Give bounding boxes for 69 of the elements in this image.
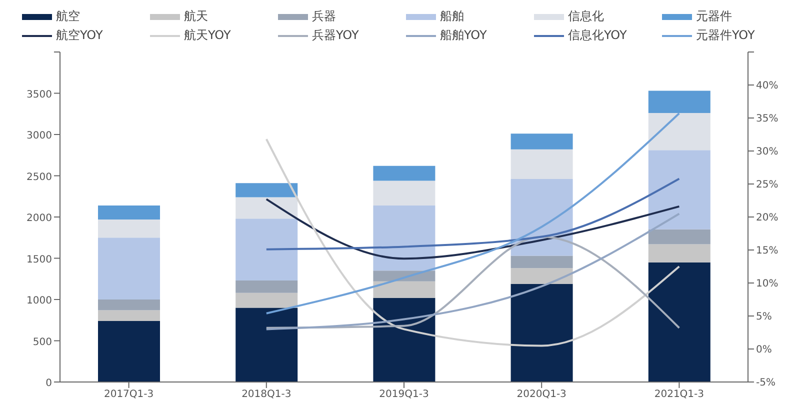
y2-tick-label: 40% (756, 80, 778, 92)
y2-tick-label: 30% (756, 146, 778, 158)
legend-label: 元器件 (696, 8, 732, 25)
bar (373, 180, 436, 206)
bar (236, 218, 298, 281)
legend-label: 航空 (56, 8, 80, 25)
y2-tick-label: 35% (756, 114, 778, 125)
bar (510, 134, 573, 150)
bar (648, 244, 710, 262)
x-tick-label: 2019Q1-3 (379, 389, 429, 400)
bar (510, 149, 573, 180)
y2-tick-label: 15% (756, 246, 778, 257)
bar (648, 113, 710, 150)
bar (373, 166, 436, 181)
bar (236, 280, 298, 293)
line-series (265, 178, 680, 250)
bar (236, 292, 298, 308)
y-tick-label: 3000 (26, 130, 52, 142)
y-tick-label: 2000 (26, 213, 52, 224)
legend-label: 信息化YOY (568, 27, 627, 44)
legend-label: 航天YOY (184, 27, 231, 44)
legend-label: 元器件YOY (696, 27, 755, 44)
bar (510, 179, 573, 256)
bar (510, 268, 573, 284)
y2-tick-label: 25% (756, 180, 778, 191)
x-tick-label: 2021Q1-3 (654, 389, 704, 400)
y2-tick-label: 20% (756, 212, 778, 224)
y2-tick-label: 10% (756, 278, 778, 290)
y-tick-label: 500 (32, 336, 52, 348)
line-series (265, 198, 680, 260)
legend-label: 航空YOY (56, 27, 103, 44)
bar (510, 284, 573, 382)
bar (648, 150, 710, 230)
x-tick-label: 2017Q1-3 (104, 389, 154, 400)
bar (373, 205, 436, 271)
line-series (265, 212, 680, 330)
legend-label: 信息化 (568, 8, 604, 25)
y-tick-label: 0 (46, 378, 52, 389)
bar (98, 300, 160, 310)
y-tick-label: 3500 (26, 89, 52, 100)
bar (236, 197, 298, 219)
bar (648, 229, 710, 244)
x-tick-label: 2020Q1-3 (516, 389, 566, 400)
bar (98, 219, 160, 238)
bar (236, 308, 298, 382)
legend-label: 船舶 (440, 8, 464, 25)
x-tick-label: 2018Q1-3 (242, 389, 292, 400)
bar (98, 320, 160, 382)
legend-label: 兵器 (312, 8, 336, 25)
y2-tick-label: -5% (756, 378, 776, 389)
line-series (265, 138, 680, 347)
bar (236, 183, 298, 198)
bar (648, 262, 710, 382)
legend-label: 船舶YOY (440, 27, 487, 44)
y2-tick-label: 5% (756, 312, 772, 323)
bar (510, 256, 573, 268)
line-series (265, 112, 680, 314)
legend-label: 兵器YOY (312, 27, 359, 44)
bar (98, 310, 160, 321)
y2-tick-label: 0% (756, 344, 772, 356)
bar (98, 238, 160, 300)
bar (373, 281, 436, 298)
bar (373, 298, 436, 382)
bar (648, 90, 710, 114)
y-tick-label: 1000 (26, 296, 52, 306)
y-tick-label: 1500 (26, 254, 52, 266)
legend-label: 航天 (184, 8, 208, 25)
y-tick-label: 2500 (26, 172, 52, 183)
bar (98, 205, 160, 220)
